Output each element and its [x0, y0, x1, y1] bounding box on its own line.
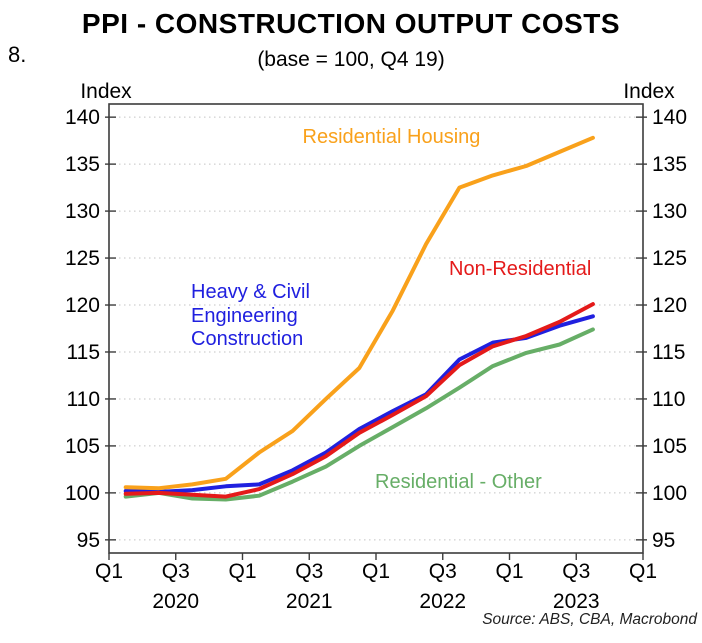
series-label-residential-housing: Residential Housing	[302, 126, 481, 148]
svg-text:2022: 2022	[419, 590, 466, 613]
svg-text:135: 135	[65, 153, 100, 176]
svg-text:100: 100	[65, 482, 100, 505]
svg-text:140: 140	[652, 106, 687, 129]
chart-subtitle: (base = 100, Q4 19)	[257, 48, 445, 71]
chart-title: PPI - CONSTRUCTION OUTPUT COSTS	[81, 8, 621, 39]
svg-text:Q3: Q3	[429, 560, 457, 583]
figure-number: 8.	[8, 42, 27, 67]
svg-text:120: 120	[65, 294, 100, 317]
svg-text:Q3: Q3	[162, 560, 190, 583]
svg-text:110: 110	[652, 388, 685, 411]
y-axis-label-right: Index	[623, 80, 675, 103]
svg-text:Q1: Q1	[95, 560, 123, 583]
svg-text:2023: 2023	[553, 590, 600, 613]
svg-text:Q3: Q3	[295, 560, 323, 583]
svg-text:125: 125	[65, 247, 100, 270]
svg-text:2021: 2021	[286, 590, 333, 613]
source-note: Source: ABS, CBA, Macrobond	[482, 611, 697, 628]
svg-text:Q1: Q1	[362, 560, 390, 583]
series-label-non-residential: Non-Residential	[449, 258, 592, 280]
svg-text:105: 105	[652, 435, 687, 458]
svg-text:Q1: Q1	[228, 560, 256, 583]
svg-text:115: 115	[67, 341, 100, 364]
series-label-residential-other: Residential - Other	[375, 471, 542, 493]
svg-text:125: 125	[652, 247, 687, 270]
svg-text:130: 130	[65, 200, 100, 223]
svg-text:100: 100	[652, 482, 687, 505]
svg-text:105: 105	[65, 435, 100, 458]
svg-text:Q1: Q1	[629, 560, 657, 583]
y-axis-label-left: Index	[80, 80, 132, 103]
svg-text:120: 120	[652, 294, 687, 317]
svg-text:140: 140	[65, 106, 100, 129]
svg-text:135: 135	[652, 153, 687, 176]
series-label-heavy-civil-engineering-construction: Heavy & Civil Engineering Construction	[191, 281, 310, 350]
svg-text:110: 110	[67, 388, 100, 411]
svg-text:130: 130	[652, 200, 687, 223]
svg-text:Q3: Q3	[562, 560, 590, 583]
svg-text:115: 115	[652, 341, 685, 364]
svg-text:95: 95	[77, 529, 100, 552]
svg-text:2020: 2020	[152, 590, 199, 613]
svg-text:Q1: Q1	[495, 560, 523, 583]
svg-text:95: 95	[652, 529, 675, 552]
